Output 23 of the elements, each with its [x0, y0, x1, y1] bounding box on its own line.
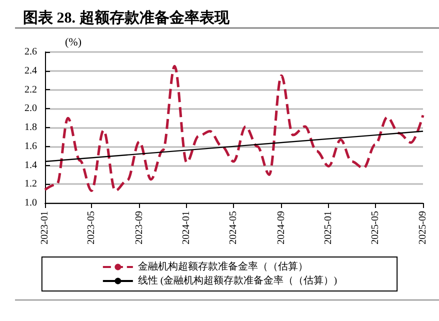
x-tick-label: 2024-09 — [276, 211, 287, 244]
y-axis-title: (%) — [65, 36, 82, 48]
y-tick-label: 1.2 — [24, 178, 37, 190]
chart-title: 图表 28. 超额存款准备金率表现 — [23, 8, 230, 26]
y-tick-label: 2.2 — [24, 84, 37, 96]
x-tick-label: 2023-05 — [86, 211, 98, 244]
y-tick-label: 2.4 — [24, 65, 37, 76]
x-tick-label: 2025-01 — [323, 211, 334, 244]
y-tick-label: 2.6 — [24, 46, 37, 58]
legend-label: 线性 (金融机构超额存款准备金率（（估算）) — [138, 274, 338, 286]
y-tick-label: 1.0 — [24, 198, 37, 208]
y-tick-label: 1.6 — [24, 140, 37, 152]
x-tick-label: 2024-01 — [181, 211, 192, 244]
y-tick-label: 1.8 — [24, 122, 37, 133]
x-tick-label: 2023-09 — [134, 211, 145, 244]
y-tick-label: 1.4 — [24, 160, 37, 171]
x-tick-label: 2025-09 — [418, 211, 428, 244]
line-series — [44, 64, 424, 192]
x-tick-label: 2025-05 — [370, 211, 381, 244]
x-tick-label: 2024-05 — [228, 211, 240, 244]
y-tick-label: 2.0 — [24, 103, 37, 114]
x-tick-label: 2023-01 — [40, 211, 50, 244]
legend-label: 金融机构超额存款准备金率（（估算） — [138, 260, 308, 272]
